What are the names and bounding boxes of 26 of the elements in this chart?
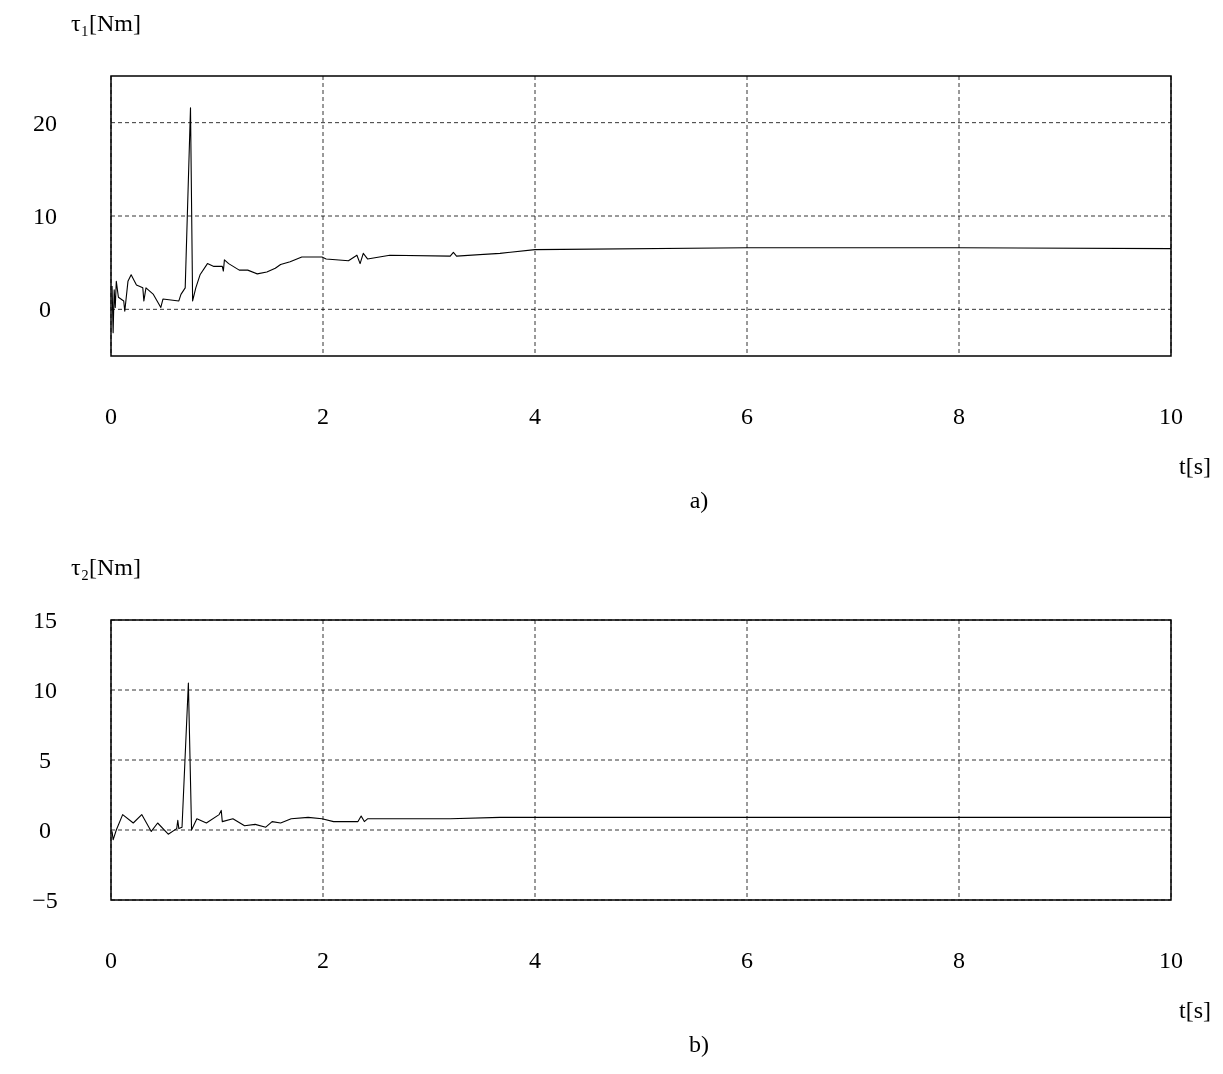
x-tick-label: 6 — [741, 947, 753, 973]
y-tick-label: 10 — [33, 677, 57, 703]
x-tick-label: 0 — [105, 403, 117, 429]
x-tick-label: 8 — [953, 403, 965, 429]
x-tick-label: 0 — [105, 947, 117, 973]
y-tick-label: 20 — [33, 109, 57, 136]
y-tick-label: 0 — [39, 817, 51, 843]
y-tick-label: 0 — [39, 296, 51, 323]
x-tick-label: 4 — [529, 947, 541, 973]
x-tick-label: 2 — [317, 947, 329, 973]
y-tick-label: 10 — [33, 203, 57, 229]
x-tick-label: 6 — [741, 403, 753, 429]
text: b) — [689, 1031, 709, 1057]
text: a) — [689, 487, 709, 513]
x-tick-label: 4 — [529, 403, 541, 429]
x-tick-label: 8 — [953, 947, 965, 973]
x-tick-label: 10 — [1159, 947, 1183, 973]
y-tick-label: 15 — [33, 607, 57, 633]
x-axis-title: t[s] — [1179, 997, 1211, 1023]
x-tick-label: 10 — [1159, 403, 1183, 429]
y-tick-label: −5 — [32, 887, 58, 913]
x-tick-label: 2 — [317, 403, 329, 429]
x-axis-title: t[s] — [1179, 453, 1211, 479]
y-axis-title: τ₁[Nm] — [71, 10, 141, 36]
y-tick-label: 5 — [39, 747, 51, 773]
y-axis-title: τ₂[Nm] — [71, 554, 141, 580]
